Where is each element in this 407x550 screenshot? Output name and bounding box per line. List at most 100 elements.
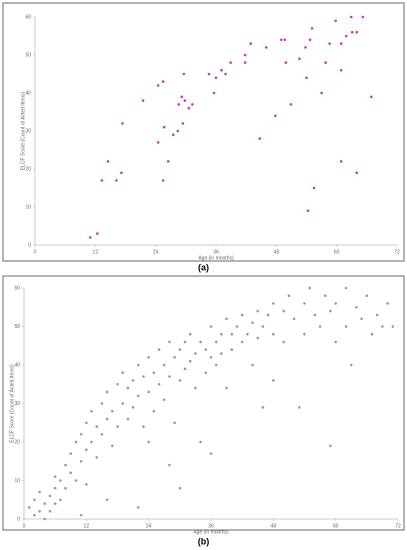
y-tick-label: 40 xyxy=(14,362,20,368)
point xyxy=(95,456,99,459)
point xyxy=(178,348,182,351)
caption: (a) xyxy=(198,262,209,272)
point xyxy=(308,38,312,42)
point xyxy=(115,179,118,182)
x-tick-label: 0 xyxy=(34,249,37,255)
point xyxy=(303,332,306,336)
point xyxy=(207,72,211,76)
point xyxy=(147,440,150,444)
point xyxy=(156,141,160,144)
y-tick-label: 20 xyxy=(14,439,20,445)
point xyxy=(305,76,308,80)
point xyxy=(249,42,252,45)
point xyxy=(194,352,197,355)
x-tick-label: 12 xyxy=(93,249,99,255)
point xyxy=(272,332,275,336)
point xyxy=(209,452,213,455)
point xyxy=(344,286,348,290)
point xyxy=(264,46,268,49)
point xyxy=(361,15,365,19)
point xyxy=(256,309,260,313)
point xyxy=(230,348,234,351)
point xyxy=(53,486,57,490)
point xyxy=(126,386,130,390)
point xyxy=(370,332,374,336)
point xyxy=(126,417,130,421)
point xyxy=(214,340,218,344)
point xyxy=(173,421,176,425)
point xyxy=(355,305,358,309)
point xyxy=(85,448,88,452)
x-tick-label: 36 xyxy=(208,523,214,529)
point xyxy=(106,160,110,163)
point xyxy=(323,294,327,298)
y-tick-label: 60 xyxy=(25,14,31,20)
point xyxy=(100,179,104,182)
point xyxy=(131,379,135,382)
point xyxy=(157,382,161,386)
chart-panel: 0 12 24 36 48 60 72 0 10 20 30 40 50 60 Age (in months… xyxy=(2,2,405,262)
point xyxy=(280,38,283,42)
point xyxy=(243,61,247,64)
point xyxy=(111,409,114,413)
point xyxy=(230,332,234,336)
point xyxy=(324,61,327,64)
y-axis-label: ELCF Score (Count of Acted Items) xyxy=(9,364,15,443)
point xyxy=(375,313,379,317)
point xyxy=(121,122,124,125)
point xyxy=(310,27,314,30)
point xyxy=(105,498,109,502)
point xyxy=(292,317,296,321)
point xyxy=(334,302,337,305)
point xyxy=(283,38,287,42)
point xyxy=(339,42,343,45)
point xyxy=(204,348,208,351)
point xyxy=(136,394,140,398)
point xyxy=(329,309,332,313)
point xyxy=(191,103,194,106)
caption: (b) xyxy=(198,536,210,546)
point xyxy=(261,406,265,409)
point xyxy=(320,91,323,95)
point xyxy=(298,406,301,409)
point xyxy=(48,510,52,513)
point xyxy=(229,61,232,64)
point xyxy=(183,340,187,344)
point xyxy=(100,402,104,405)
point xyxy=(282,309,286,313)
point xyxy=(59,498,62,502)
point xyxy=(64,486,67,490)
y-axis-label: ELCF Score (Count of Acted Items) xyxy=(20,91,26,170)
point xyxy=(69,452,73,455)
point xyxy=(360,317,363,321)
point xyxy=(116,382,119,386)
point xyxy=(339,68,343,72)
point xyxy=(199,440,202,444)
point xyxy=(187,106,191,110)
point xyxy=(33,498,36,502)
point xyxy=(251,363,254,367)
point xyxy=(344,34,348,38)
point xyxy=(141,99,145,102)
point xyxy=(156,84,160,87)
point xyxy=(284,61,288,64)
point xyxy=(64,463,67,467)
point xyxy=(79,513,83,517)
point xyxy=(355,171,359,175)
point xyxy=(224,72,227,76)
point xyxy=(43,502,47,505)
point xyxy=(105,390,109,394)
point xyxy=(266,313,270,317)
point xyxy=(182,72,186,76)
y-tick-label: 10 xyxy=(25,204,31,210)
point xyxy=(121,371,124,375)
point xyxy=(33,513,36,517)
point xyxy=(136,363,140,367)
point xyxy=(334,340,337,344)
point xyxy=(391,325,395,328)
point xyxy=(69,471,73,475)
point xyxy=(74,479,78,482)
point xyxy=(306,209,310,213)
